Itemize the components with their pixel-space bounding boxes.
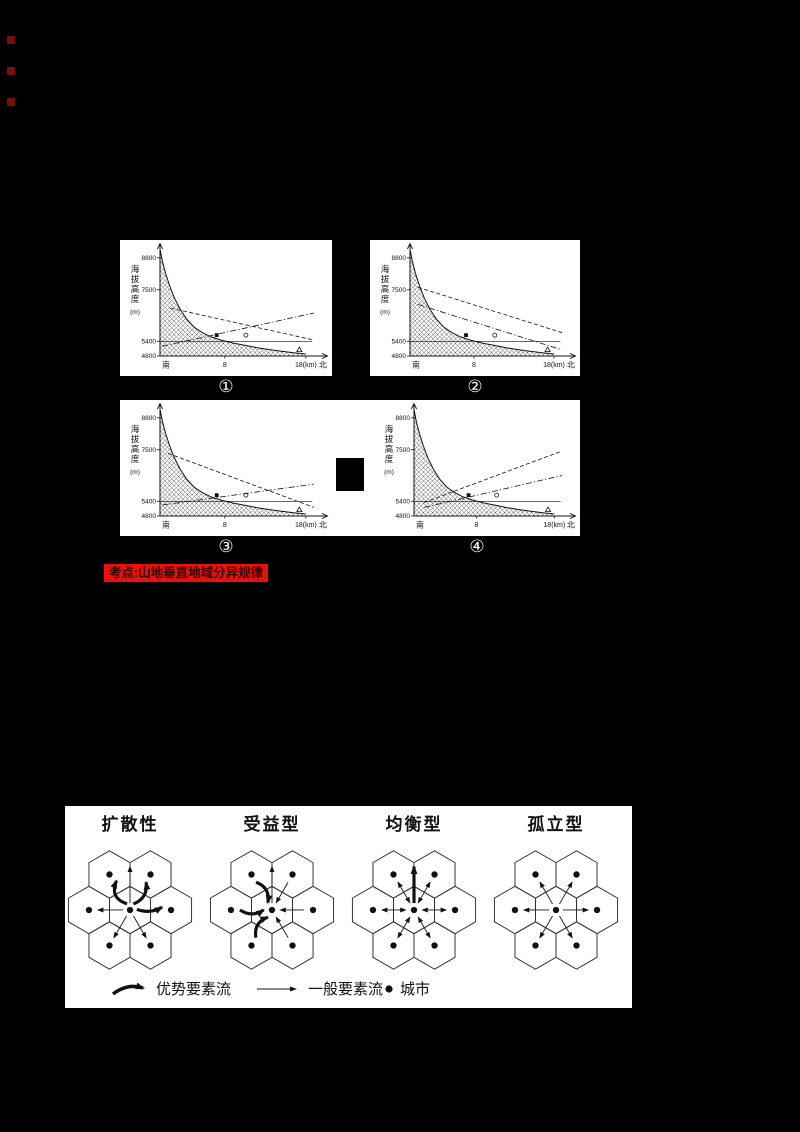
svg-text:(m): (m) <box>130 469 140 476</box>
svg-text:(m): (m) <box>130 309 140 316</box>
svg-text:拔: 拔 <box>381 274 390 284</box>
svg-text:北: 北 <box>319 361 327 370</box>
hex-type-column-1: 扩散性 <box>65 810 198 986</box>
svg-text:南: 南 <box>416 520 424 530</box>
svg-text:拔: 拔 <box>385 434 394 444</box>
legend-item-general-flow: 一般要素流 <box>255 978 383 999</box>
svg-text:度: 度 <box>381 294 390 304</box>
hex-type-label-1: 扩散性 <box>101 815 159 834</box>
legend-item-city: 城市 <box>383 978 430 999</box>
svg-text:8: 8 <box>223 362 227 369</box>
svg-text:拔: 拔 <box>131 274 140 284</box>
hex-type-label-2: 受益型 <box>243 815 301 834</box>
svg-text:7500: 7500 <box>142 447 157 454</box>
diagram-legend: 优势要素流 一般要素流 城市 <box>65 978 632 1004</box>
hex-cluster-1 <box>65 835 198 986</box>
svg-text:度: 度 <box>131 294 140 304</box>
svg-text:4800: 4800 <box>396 513 411 520</box>
chart-number-3: ③ <box>218 537 234 556</box>
black-square <box>336 458 364 491</box>
legend-label: 一般要素流 <box>308 982 384 998</box>
hex-cluster-svg <box>67 850 193 970</box>
hex-cluster-svg <box>493 850 619 970</box>
svg-text:海: 海 <box>381 264 390 274</box>
svg-text:7500: 7500 <box>396 447 411 454</box>
svg-text:7500: 7500 <box>142 287 157 294</box>
hex-cluster-4 <box>488 835 624 986</box>
svg-text:海: 海 <box>131 424 140 434</box>
svg-text:8800: 8800 <box>142 415 157 422</box>
svg-text:18(km): 18(km) <box>295 362 317 369</box>
margin-mark-icon <box>7 67 15 75</box>
svg-text:高: 高 <box>385 444 394 454</box>
svg-text:度: 度 <box>131 454 140 464</box>
svg-text:南: 南 <box>162 360 170 370</box>
svg-text:8800: 8800 <box>392 255 407 262</box>
svg-text:北: 北 <box>567 521 575 530</box>
svg-text:5400: 5400 <box>142 338 157 345</box>
thin-arrow-icon <box>257 986 297 991</box>
margin-mark-icon <box>7 36 15 44</box>
svg-text:南: 南 <box>412 360 420 370</box>
svg-text:北: 北 <box>319 521 327 530</box>
chart-number-2: ② <box>467 377 483 396</box>
elevation-chart-2: 8800 7500 5400 4800 海拔高度 (m) 8 18(km) 南 北 <box>370 240 580 376</box>
hex-cluster-3 <box>346 835 482 986</box>
thick-arrow-icon <box>111 982 145 995</box>
hex-type-label-3: 均衡型 <box>385 815 443 834</box>
svg-text:海: 海 <box>131 264 140 274</box>
svg-text:拔: 拔 <box>131 434 140 444</box>
hex-flow-diagram-panel: 扩散性 受益型 均衡型 孤立型 <box>65 806 632 1008</box>
svg-text:高: 高 <box>131 444 140 454</box>
svg-text:(m): (m) <box>380 309 390 316</box>
svg-text:5400: 5400 <box>396 498 411 505</box>
svg-text:8: 8 <box>223 522 227 529</box>
chart-number-4: ④ <box>469 537 485 556</box>
svg-text:4800: 4800 <box>142 513 157 520</box>
svg-text:8: 8 <box>474 522 478 529</box>
svg-text:18(km): 18(km) <box>543 522 565 529</box>
hex-cluster-svg <box>351 850 477 970</box>
svg-text:7500: 7500 <box>392 287 407 294</box>
hex-type-column-4: 孤立型 <box>488 810 624 986</box>
legend-label: 优势要素流 <box>156 982 232 998</box>
elevation-chart-1: 8800 7500 5400 4800 海拔高度 (m) 8 18(km) 南 北 <box>120 240 332 376</box>
city-dot-icon <box>385 984 393 993</box>
exam-point-highlight: 考点:山地垂直地域分异规律 <box>104 564 269 583</box>
svg-text:18(km): 18(km) <box>543 362 565 369</box>
svg-text:北: 北 <box>567 361 575 370</box>
svg-text:(m): (m) <box>384 469 394 476</box>
svg-text:4800: 4800 <box>392 353 407 360</box>
svg-text:8: 8 <box>472 362 476 369</box>
svg-text:5400: 5400 <box>142 498 157 505</box>
legend-label: 城市 <box>400 982 431 998</box>
legend-item-dominant-flow: 优势要素流 <box>111 978 231 999</box>
hex-cluster-2 <box>204 835 340 986</box>
svg-text:高: 高 <box>131 284 140 294</box>
svg-text:南: 南 <box>162 520 170 530</box>
svg-text:海: 海 <box>385 424 394 434</box>
svg-text:8800: 8800 <box>396 415 411 422</box>
hex-type-label-4: 孤立型 <box>527 815 585 834</box>
elevation-chart-4: 8800 7500 5400 4800 海拔高度 (m) 8 18(km) 南 北 <box>374 400 580 536</box>
svg-text:高: 高 <box>381 284 390 294</box>
elevation-chart-3: 8800 7500 5400 4800 海拔高度 (m) 8 18(km) 南 北 <box>120 400 332 536</box>
svg-text:8800: 8800 <box>142 255 157 262</box>
svg-text:5400: 5400 <box>392 338 407 345</box>
svg-text:度: 度 <box>385 454 394 464</box>
margin-mark-icon <box>7 98 15 106</box>
hex-type-column-2: 受益型 <box>204 810 340 986</box>
svg-text:4800: 4800 <box>142 353 157 360</box>
hex-type-column-3: 均衡型 <box>346 810 482 986</box>
svg-text:18(km): 18(km) <box>295 522 317 529</box>
hex-cluster-svg <box>209 850 335 970</box>
chart-number-1: ① <box>218 377 234 396</box>
